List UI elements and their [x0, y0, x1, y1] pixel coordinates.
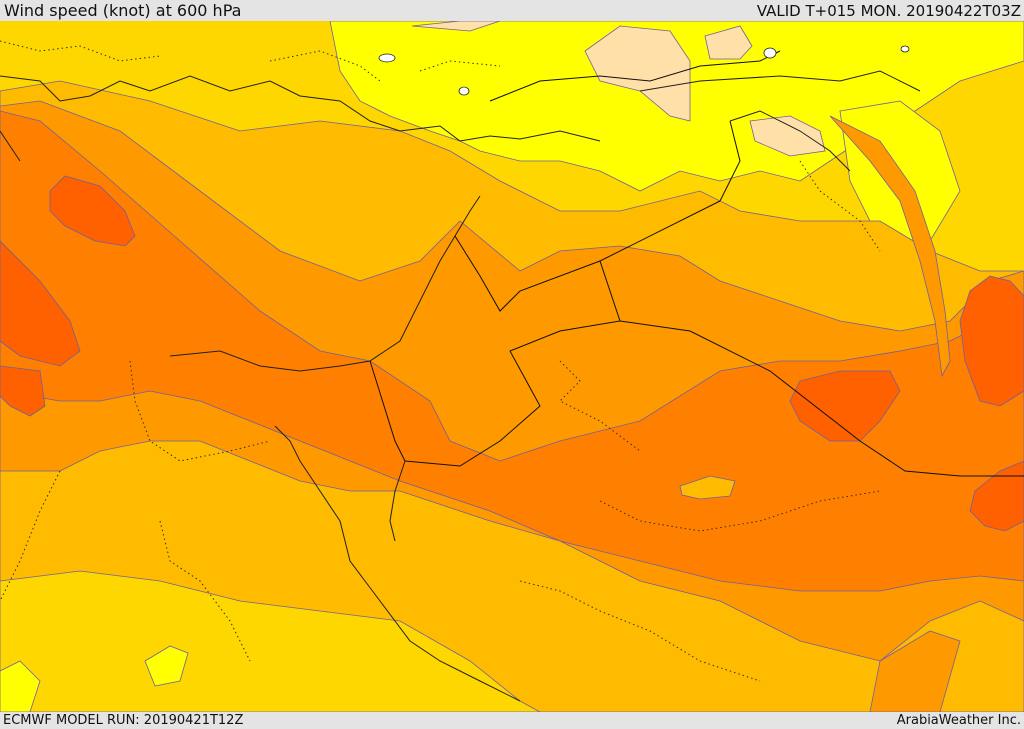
- footer-bar: ECMWF MODEL RUN: 20190421T12Z ArabiaWeat…: [0, 712, 1024, 729]
- field-jet-streak: [829, 115, 951, 378]
- field-storm-west-2: [49, 175, 136, 247]
- country-borders: [369, 50, 1024, 477]
- field-gale: [0, 110, 1024, 592]
- field-storm-east-2: [969, 460, 1024, 532]
- field-storm-center: [789, 370, 901, 442]
- field-storm-east-1: [959, 275, 1024, 407]
- field-calm-2: [749, 115, 826, 157]
- field-storm-west-3: [0, 365, 46, 417]
- model-run: ECMWF MODEL RUN: 20190421T12Z: [3, 713, 244, 728]
- admin-lines: [0, 40, 881, 682]
- field-calm-1: [584, 25, 691, 122]
- coastlines: [0, 70, 921, 702]
- lakes: [378, 45, 910, 96]
- wind-map[interactable]: [0, 21, 1024, 712]
- header-bar: Wind speed (knot) at 600 hPa VALID T+015…: [0, 0, 1024, 21]
- field-light-south: [0, 660, 41, 712]
- map-title: Wind speed (knot) at 600 hPa: [4, 1, 242, 20]
- map-canvas: [0, 21, 1024, 712]
- field-moderate-south: [0, 570, 541, 712]
- field-fresh-patch: [679, 475, 736, 500]
- credit: ArabiaWeather Inc.: [896, 713, 1021, 728]
- valid-time: VALID T+015 MON. 20190422T03Z: [756, 2, 1021, 20]
- field-storm-west-1: [0, 240, 81, 367]
- field-light-south-2: [144, 645, 189, 687]
- field-calm-4: [411, 21, 501, 32]
- field-calm-3: [704, 25, 753, 60]
- field-strong-southeast: [869, 630, 961, 712]
